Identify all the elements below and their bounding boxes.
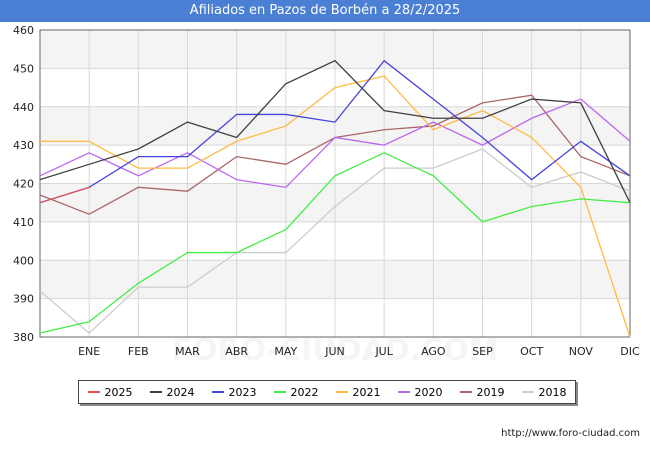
legend-label: 2021: [352, 385, 381, 399]
y-tick-label: 440: [13, 101, 34, 114]
legend-item-2021: 2021: [335, 385, 381, 399]
legend-item-2018: 2018: [521, 385, 567, 399]
x-tick-label: ABR: [225, 345, 248, 358]
series-line-2022: [39, 152, 631, 334]
x-tick-label: SEP: [472, 345, 493, 358]
y-tick-label: 450: [13, 62, 34, 75]
legend-label: 2018: [538, 385, 567, 399]
series-lines: [39, 59, 631, 338]
y-tick-label: 400: [13, 254, 34, 267]
legend-item-2024: 2024: [149, 385, 195, 399]
x-tick-label: JUL: [374, 345, 393, 358]
y-tick-label: 430: [13, 139, 34, 152]
legend-label: 2022: [290, 385, 319, 399]
legend-swatch: [459, 391, 472, 393]
legend-swatch: [87, 391, 100, 393]
chart-title: Afiliados en Pazos de Borbén a 28/2/2025: [0, 0, 650, 22]
legend-label: 2023: [228, 385, 257, 399]
watermark-text: FORO-CIUDAD.COM: [172, 333, 499, 368]
x-tick-label: DIC: [620, 345, 640, 358]
legend-item-2020: 2020: [397, 385, 443, 399]
legend-swatch: [397, 391, 410, 393]
legend-label: 2024: [166, 385, 195, 399]
x-tick-label: NOV: [569, 345, 594, 358]
legend-swatch: [335, 391, 348, 393]
axes: [39, 29, 631, 338]
legend-label: 2019: [476, 385, 505, 399]
y-tick-label: 390: [13, 293, 34, 306]
y-tick-label: 420: [13, 178, 34, 191]
x-tick-label: ENE: [78, 345, 100, 358]
legend-item-2025: 2025: [87, 385, 133, 399]
x-tick-labels: ENE FEB MAR ABR MAY JUN JUL AGO SEP OCT NOV DIC: [78, 345, 640, 358]
legend: 2025 2024 2023 2022 2021 2020 2019 2018: [78, 380, 576, 404]
y-tick-label: 460: [13, 24, 34, 37]
footer-url: http://www.foro-ciudad.com: [501, 428, 640, 439]
x-tick-label: MAY: [274, 345, 297, 358]
series-line-2020: [39, 98, 631, 189]
series-line-2021: [40, 75, 631, 338]
legend-item-2023: 2023: [211, 385, 257, 399]
series-line-2024: [39, 59, 631, 203]
legend-item-2022: 2022: [273, 385, 319, 399]
legend-label: 2020: [414, 385, 443, 399]
y-tick-label: 380: [13, 331, 34, 344]
legend-item-2019: 2019: [459, 385, 505, 399]
y-tick-label: 410: [13, 216, 34, 229]
legend-swatch: [211, 391, 224, 393]
x-tick-label: JUN: [324, 345, 345, 358]
series-line-2018: [39, 148, 631, 335]
plot-frame: [39, 29, 631, 338]
series-line-2023: [39, 59, 631, 204]
x-tick-label: FEB: [128, 345, 149, 358]
legend-swatch: [149, 391, 162, 393]
x-tick-label: MAR: [175, 345, 200, 358]
legend-swatch: [521, 391, 534, 393]
y-tick-labels: 380 390 400 410 420 430 440 450 460: [13, 24, 34, 344]
legend-label: 2025: [104, 385, 133, 399]
series-line-2025: [39, 186, 90, 204]
legend-swatch: [273, 391, 286, 393]
x-tick-label: OCT: [520, 345, 543, 358]
x-tick-label: AGO: [421, 345, 446, 358]
